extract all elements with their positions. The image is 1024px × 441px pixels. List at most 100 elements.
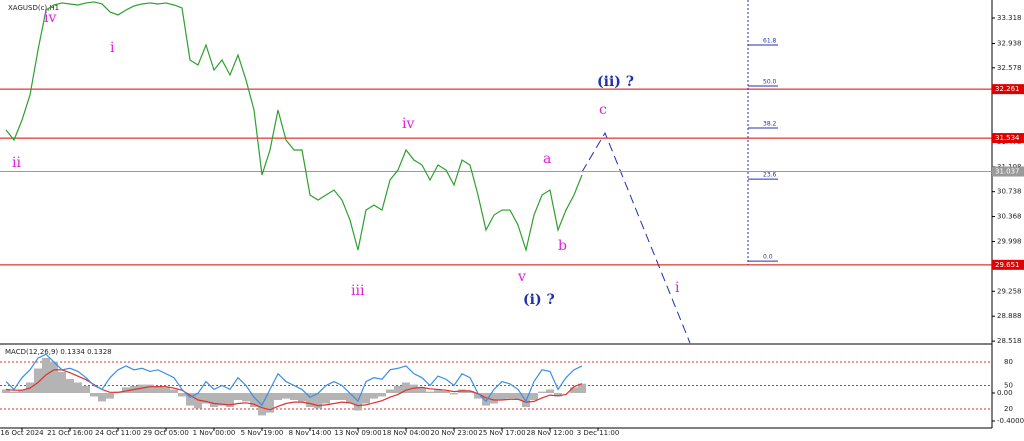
macd-bar bbox=[250, 393, 258, 408]
y-tick-label: 28.888 bbox=[997, 312, 1022, 320]
macd-bar bbox=[50, 361, 58, 394]
macd-bar bbox=[546, 389, 554, 394]
macd-bar bbox=[514, 393, 522, 401]
y-tick-label: 30.738 bbox=[997, 188, 1022, 196]
wave-label: a bbox=[543, 151, 551, 167]
macd-bar bbox=[146, 384, 154, 394]
y-tick-label: -0.4000 bbox=[997, 417, 1024, 425]
fib-label: 50.0 bbox=[763, 78, 777, 85]
wave-label: b bbox=[558, 238, 567, 254]
level-label: 32.261 bbox=[995, 85, 1020, 93]
macd-bar bbox=[178, 393, 186, 397]
x-tick-label: 18 Nov 04:00 bbox=[382, 429, 429, 437]
macd-bar bbox=[394, 386, 402, 394]
macd-bar bbox=[274, 393, 282, 401]
macd-bar bbox=[90, 393, 98, 397]
macd-bar bbox=[530, 393, 538, 401]
y-tick-label: 32.938 bbox=[997, 40, 1022, 48]
macd-bar bbox=[338, 393, 346, 401]
macd-bar bbox=[538, 391, 546, 394]
macd-bar bbox=[370, 393, 378, 399]
macd-bar bbox=[442, 390, 450, 394]
macd-bar bbox=[322, 393, 330, 404]
x-tick-label: 29 Oct 05:00 bbox=[143, 429, 189, 437]
macd-bar bbox=[506, 393, 514, 399]
macd-bar bbox=[402, 382, 410, 394]
macd-bar bbox=[266, 393, 274, 413]
x-tick-label: 3 Dec 11:00 bbox=[577, 429, 620, 437]
y2-tick-label: 80 bbox=[1004, 358, 1013, 366]
macd-bar bbox=[66, 379, 74, 394]
macd-bar bbox=[378, 393, 386, 397]
y-tick-label: 30.368 bbox=[997, 213, 1022, 221]
y-tick-label: 29.258 bbox=[997, 287, 1022, 295]
macd-bar bbox=[450, 393, 458, 395]
level-label: 31.037 bbox=[995, 168, 1020, 176]
y2-tick-label: 20 bbox=[1004, 405, 1013, 413]
macd-bar bbox=[426, 391, 434, 394]
macd-title: MACD(12,26,9) 0.1334 0.1328 bbox=[5, 348, 112, 356]
macd-bar bbox=[418, 387, 426, 394]
macd-bar bbox=[474, 393, 482, 399]
x-tick-label: 5 Nov 19:00 bbox=[241, 429, 284, 437]
y-tick-label: 28.518 bbox=[997, 337, 1022, 345]
x-tick-label: 1 Nov 00:00 bbox=[193, 429, 236, 437]
fib-label: 61.8 bbox=[763, 37, 777, 44]
wave-label: c bbox=[599, 102, 607, 118]
series-line bbox=[5, 1, 583, 253]
level-tag bbox=[992, 259, 1024, 270]
macd-bar bbox=[306, 393, 314, 408]
y-tick-label: 32.578 bbox=[997, 64, 1022, 72]
wave-label: iii bbox=[351, 283, 365, 299]
y-tick-label: 0.00 bbox=[997, 389, 1013, 397]
macd-bar bbox=[82, 386, 90, 394]
macd-bar bbox=[74, 382, 82, 394]
macd-bar bbox=[34, 368, 42, 394]
macd-bar bbox=[386, 389, 394, 394]
x-tick-label: 25 Nov 17:00 bbox=[478, 429, 525, 437]
macd-bar bbox=[106, 393, 114, 399]
macd-bar bbox=[282, 393, 290, 399]
wave-label: i bbox=[675, 280, 680, 296]
x-tick-label: 8 Nov 14:00 bbox=[289, 429, 332, 437]
macd-bar bbox=[330, 393, 338, 401]
macd-bar bbox=[186, 393, 194, 406]
x-tick-label: 28 Nov 12:00 bbox=[526, 429, 573, 437]
wave-label: i bbox=[110, 40, 115, 56]
fib-label: 38.2 bbox=[763, 120, 777, 127]
macd-bar bbox=[202, 393, 210, 404]
fib-label: 0.0 bbox=[763, 254, 773, 261]
y-tick-label: 29.998 bbox=[997, 237, 1022, 245]
wave-label: ii bbox=[12, 155, 21, 171]
macd-bar bbox=[490, 393, 498, 404]
macd-bar bbox=[58, 372, 66, 394]
x-tick-label: 21 Oct 16:00 bbox=[47, 429, 93, 437]
level-label: 31.534 bbox=[995, 134, 1020, 142]
macd-bar bbox=[210, 393, 218, 408]
macd-bar bbox=[570, 387, 578, 394]
macd-bar bbox=[122, 387, 130, 394]
macd-bar bbox=[346, 393, 354, 404]
y2-tick-label: 50 bbox=[1004, 381, 1013, 389]
macd-bar bbox=[234, 393, 242, 401]
macd-bar bbox=[98, 393, 106, 402]
macd-bar bbox=[218, 393, 226, 406]
level-tag bbox=[992, 84, 1024, 95]
x-tick-label: 24 Oct 11:00 bbox=[95, 429, 141, 437]
wave-label: iv bbox=[44, 10, 56, 26]
macd-bar bbox=[194, 393, 202, 409]
macd-bar bbox=[290, 393, 298, 401]
wave-label: (i) ? bbox=[523, 292, 555, 308]
x-tick-label: 13 Nov 09:00 bbox=[334, 429, 381, 437]
macd-bar bbox=[2, 389, 10, 394]
macd-bar bbox=[154, 386, 162, 394]
macd-bar bbox=[314, 393, 322, 409]
wave-label: iv bbox=[402, 116, 414, 132]
wave-label: (ii) ? bbox=[597, 74, 634, 90]
macd-bar bbox=[298, 393, 306, 402]
macd-bar bbox=[466, 390, 474, 394]
macd-bar bbox=[226, 393, 234, 408]
level-label: 29.651 bbox=[995, 261, 1020, 269]
